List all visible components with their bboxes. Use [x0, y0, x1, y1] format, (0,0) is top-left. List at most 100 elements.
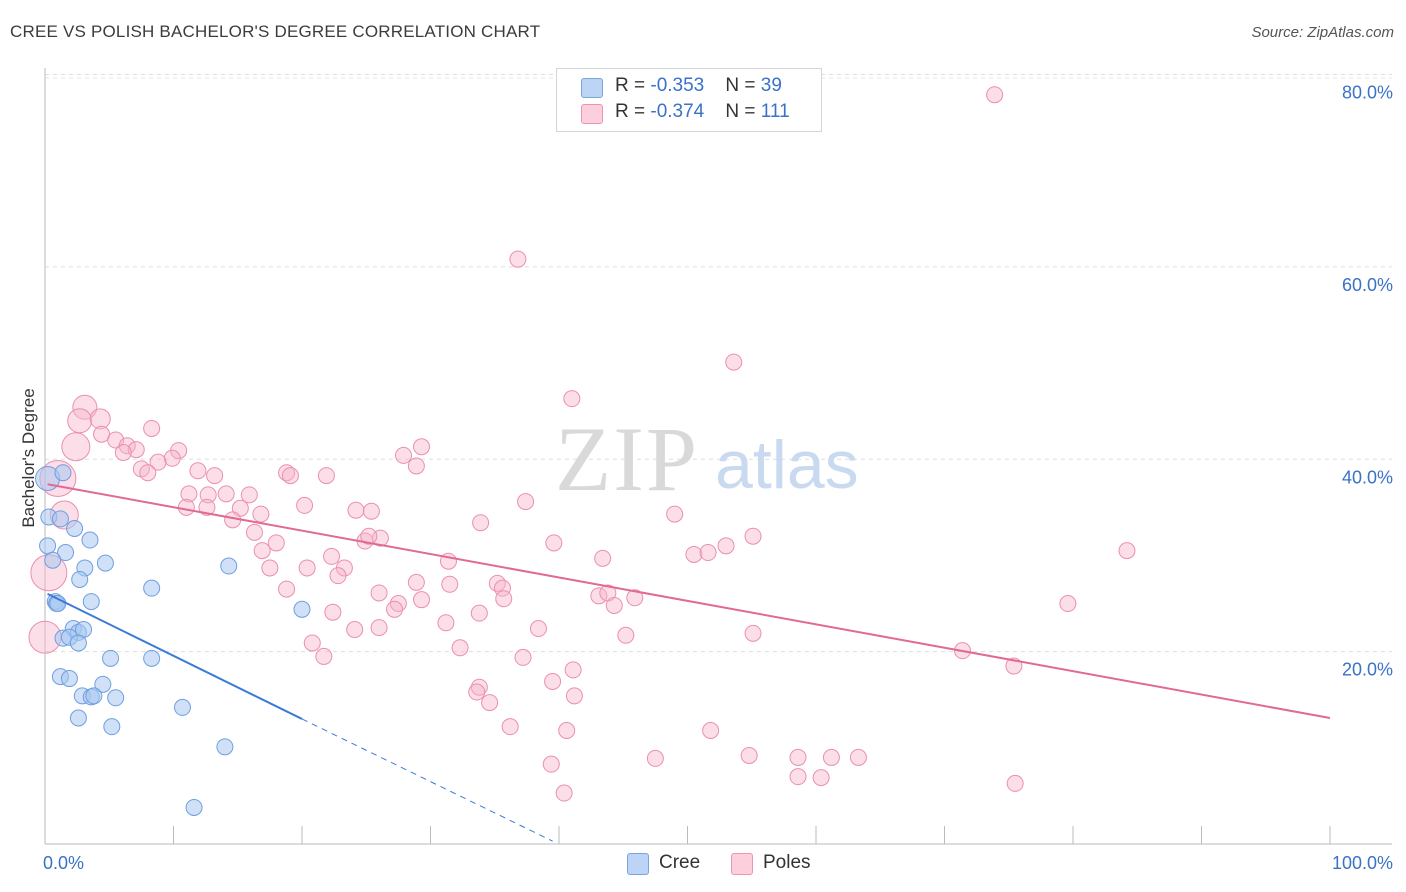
poles-point — [501, 718, 519, 736]
cree-legend-label: Cree — [659, 852, 701, 873]
poles-point — [199, 486, 217, 504]
poles-point — [529, 620, 547, 638]
watermark-atlas: atlas — [715, 427, 859, 503]
zipatlas-watermark: ZIP atlas — [555, 408, 859, 510]
poles-point — [468, 683, 486, 701]
poles-point — [590, 587, 608, 605]
poles-legend-swatch — [731, 853, 753, 875]
poles-point — [93, 425, 111, 443]
cree-point — [185, 798, 203, 816]
poles-point — [488, 574, 506, 592]
poles-point — [407, 457, 425, 475]
cree-point — [57, 544, 75, 562]
poles-point — [563, 390, 581, 408]
poles-point — [437, 614, 455, 632]
poles-point — [89, 408, 111, 430]
poles-point — [127, 441, 145, 459]
cree-point — [293, 600, 311, 618]
cree-point — [216, 738, 234, 756]
cree-point — [107, 689, 125, 707]
poles-swatch — [581, 104, 603, 124]
poles-point — [470, 678, 488, 696]
poles-point — [61, 432, 91, 462]
poles-point — [564, 661, 582, 679]
poles-point — [324, 603, 342, 621]
poles-point — [347, 501, 365, 519]
poles-point — [789, 768, 807, 786]
poles-point — [198, 498, 216, 516]
poles-point — [370, 584, 388, 602]
poles-point — [725, 353, 743, 371]
poles-n-label: N = — [725, 101, 761, 122]
poles-point — [303, 634, 321, 652]
poles-point — [740, 747, 758, 765]
poles-point — [509, 250, 527, 268]
poles-point — [362, 502, 380, 520]
poles-point — [481, 694, 499, 712]
poles-point — [370, 619, 388, 637]
correlation-legend: R = -0.353 N = 39 R = -0.374 N = 111 — [556, 68, 822, 132]
poles-point — [470, 604, 488, 622]
poles-point — [72, 394, 98, 420]
chart-title: CREE VS POLISH BACHELOR'S DEGREE CORRELA… — [10, 22, 541, 41]
poles-point — [699, 544, 717, 562]
poles-point — [298, 559, 316, 577]
cree-trend-line — [47, 593, 303, 720]
poles-n-value: 111 — [760, 101, 790, 122]
cree-point — [60, 670, 78, 688]
poles-point — [717, 537, 735, 555]
cree-point — [102, 649, 120, 667]
poles-point — [189, 462, 207, 480]
poles-point — [744, 527, 762, 545]
poles-point — [544, 672, 562, 690]
poles-point — [1118, 542, 1136, 560]
cree-point — [81, 531, 99, 549]
grid-lines — [45, 74, 1392, 653]
poles-point — [1006, 774, 1024, 792]
cree-point — [173, 698, 191, 716]
poles-point — [542, 755, 560, 773]
poles-point — [565, 687, 583, 705]
cree-r-value: -0.353 — [650, 75, 705, 96]
cree-point — [96, 554, 114, 572]
poles-point — [986, 86, 1004, 104]
x-tick-label: 0.0% — [43, 853, 84, 873]
poles-point — [163, 449, 181, 467]
cree-point — [39, 537, 57, 555]
poles-point — [685, 545, 703, 563]
poles-r-value: -0.374 — [650, 101, 705, 122]
poles-point — [626, 589, 644, 607]
poles-point — [472, 514, 490, 532]
poles-point — [545, 534, 563, 552]
poles-point — [245, 523, 263, 541]
source-label: Source: ZipAtlas.com — [1251, 24, 1394, 41]
poles-point — [143, 419, 161, 437]
y-tick-label: 20.0% — [1342, 660, 1393, 680]
poles-point — [253, 542, 271, 560]
poles-point — [555, 784, 573, 802]
poles-point — [346, 621, 364, 639]
poles-point — [386, 600, 404, 618]
poles-point — [744, 624, 762, 642]
cree-swatch — [581, 78, 603, 98]
poles-point — [558, 721, 576, 739]
watermark-zip: ZIP — [555, 408, 699, 510]
poles-point — [395, 446, 413, 464]
cree-point — [66, 520, 84, 538]
poles-point — [413, 438, 431, 456]
poles-point — [360, 527, 378, 545]
cree-point — [44, 551, 62, 569]
y-tick-labels: 20.0% 40.0% 60.0% 80.0% — [1342, 83, 1393, 680]
cree-point — [71, 570, 89, 588]
cree-point — [69, 709, 87, 727]
poles-point — [822, 748, 840, 766]
cree-point — [54, 464, 72, 482]
poles-point — [329, 567, 347, 585]
poles-point — [517, 493, 535, 511]
poles-point — [812, 769, 830, 787]
poles-point — [666, 505, 684, 523]
x-tick-labels: 0.0% 100.0% — [43, 853, 1393, 873]
cree-n-label: N = — [725, 75, 761, 96]
poles-point — [789, 748, 807, 766]
